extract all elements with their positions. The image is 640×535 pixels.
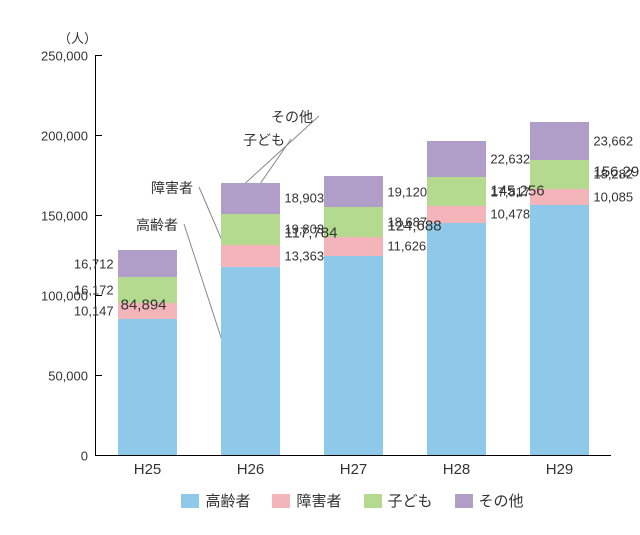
bar-segment-elderly xyxy=(427,223,487,455)
legend-label: 障害者 xyxy=(296,490,341,511)
value-label-children: 16,172 xyxy=(74,283,114,296)
bar-segment-other xyxy=(221,183,281,213)
value-label-disabled: 10,147 xyxy=(74,305,114,318)
y-tick: 250,000 xyxy=(96,55,102,56)
bar-segment-other xyxy=(324,176,384,207)
value-label-disabled: 10,085 xyxy=(593,190,633,203)
bar-segment-children xyxy=(221,214,281,246)
bar-segment-other xyxy=(530,122,590,160)
bars-container xyxy=(96,55,611,455)
y-tick-label: 0 xyxy=(81,449,96,464)
value-label-other: 22,632 xyxy=(490,153,530,166)
value-label-elderly: 156,297 xyxy=(593,164,640,179)
bar-group xyxy=(427,141,487,455)
value-label-disabled: 11,626 xyxy=(387,240,426,253)
value-label-other: 16,712 xyxy=(74,257,114,270)
legend-swatch xyxy=(272,494,290,508)
bar-group xyxy=(530,122,590,455)
y-tick-label: 250,000 xyxy=(41,49,96,64)
bar-segment-elderly xyxy=(324,256,384,456)
y-tick-label: 200,000 xyxy=(41,129,96,144)
y-tick-label: 150,000 xyxy=(41,209,96,224)
value-label-elderly: 124,688 xyxy=(387,219,441,234)
x-tick-label: H26 xyxy=(237,455,265,478)
value-label-elderly: 117,784 xyxy=(284,226,337,241)
bar-group xyxy=(324,176,384,455)
value-label-disabled: 13,363 xyxy=(284,249,324,262)
value-label-disabled: 10,478 xyxy=(490,208,530,221)
x-tick-label: H27 xyxy=(340,455,368,478)
value-label-other: 18,903 xyxy=(284,192,324,205)
value-label-elderly: 145,256 xyxy=(490,184,544,199)
bar-segment-elderly xyxy=(221,267,281,455)
bar-segment-elderly xyxy=(118,319,178,455)
y-tick: 0 xyxy=(96,455,102,456)
value-label-other: 19,120 xyxy=(387,185,427,198)
value-label-other: 23,662 xyxy=(593,134,633,147)
legend-item-other: その他 xyxy=(455,490,524,511)
bar-segment-elderly xyxy=(530,205,590,455)
legend-label: その他 xyxy=(479,490,524,511)
plot-area: 050,000100,000150,000200,000250,000H25H2… xyxy=(95,55,611,456)
bar-segment-disabled xyxy=(221,245,281,266)
y-tick: 50,000 xyxy=(96,375,102,376)
legend: 高齢者 障害者 子ども その他 xyxy=(95,490,610,511)
legend-item-disabled: 障害者 xyxy=(272,490,341,511)
bar-group xyxy=(221,183,281,455)
x-tick-label: H29 xyxy=(546,455,574,478)
value-label-elderly: 84,894 xyxy=(121,298,167,313)
legend-swatch xyxy=(364,494,382,508)
bar-segment-children xyxy=(427,177,487,206)
bar-segment-other xyxy=(118,250,178,277)
legend-label: 子ども xyxy=(388,490,433,511)
stacked-bar-chart: （人） 050,000100,000150,000200,000250,000H… xyxy=(0,0,640,535)
callout-elderly: 高齢者 xyxy=(136,215,178,235)
legend-swatch xyxy=(455,494,473,508)
callout-children: 子ども xyxy=(243,130,285,150)
legend-item-children: 子ども xyxy=(364,490,433,511)
x-tick-label: H28 xyxy=(443,455,471,478)
y-tick: 200,000 xyxy=(96,135,102,136)
callout-other: その他 xyxy=(271,107,313,127)
bar-group xyxy=(118,250,178,455)
y-tick: 150,000 xyxy=(96,215,102,216)
y-axis-unit: （人） xyxy=(58,28,97,47)
bar-segment-other xyxy=(427,141,487,177)
legend-item-elderly: 高齢者 xyxy=(181,490,250,511)
x-tick-label: H25 xyxy=(134,455,162,478)
callout-disabled: 障害者 xyxy=(151,178,193,198)
legend-label: 高齢者 xyxy=(205,490,250,511)
y-tick-label: 50,000 xyxy=(48,369,96,384)
legend-swatch xyxy=(181,494,199,508)
